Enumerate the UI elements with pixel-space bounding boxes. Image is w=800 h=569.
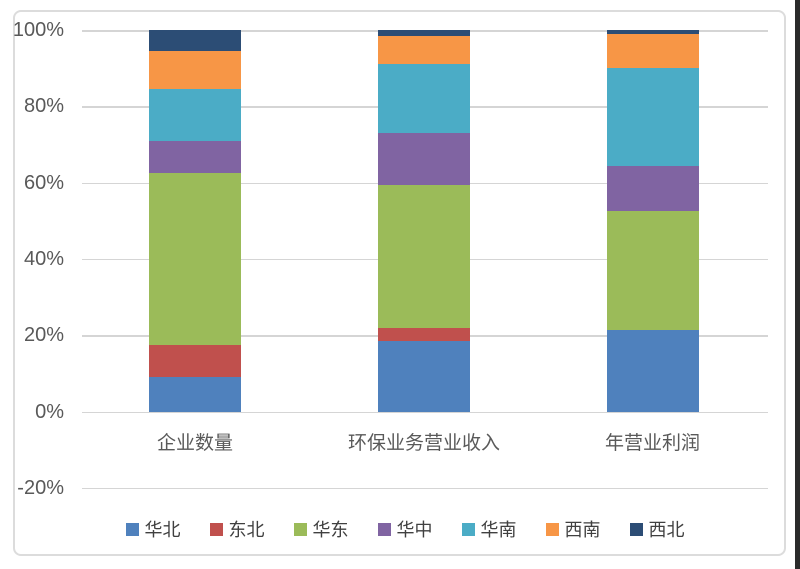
y-tick-label--20%: -20% (17, 476, 64, 499)
bar-segment-年营业利润-西北 (606, 30, 699, 34)
legend-label-西南: 西南 (564, 520, 601, 540)
legend-swatch-西北 (629, 522, 643, 536)
legend-label-华南: 华南 (480, 520, 517, 540)
legend: 华北 东北 华东 华中 华南 西南 西北 (60, 516, 750, 542)
y-tick-label-100%: 100% (12, 19, 64, 41)
bar-segment-年营业利润-华北 (606, 329, 699, 412)
bar-segment-企业数量-华中 (149, 140, 241, 174)
gridline-0% (82, 411, 768, 414)
bar-segment-环保业务营业收入-华东 (378, 184, 470, 328)
bar-segment-企业数量-西北 (149, 30, 241, 52)
legend-swatch-西南 (545, 522, 559, 536)
legend-item-华东: 华东 (293, 516, 349, 542)
legend-label-华东: 华东 (312, 520, 349, 540)
y-tick-label-0%: 0% (35, 400, 64, 423)
bar-segment-环保业务营业收入-华中 (378, 133, 470, 185)
legend-label-东北: 东北 (228, 520, 265, 540)
bar-segment-企业数量-华南 (149, 89, 241, 141)
bar-segment-环保业务营业收入-东北 (378, 327, 470, 342)
legend-item-华北: 华北 (125, 516, 181, 542)
y-tick-label-40%: 40% (23, 247, 64, 270)
bar-segment-年营业利润-华东 (606, 211, 699, 330)
bar-segment-环保业务营业收入-华南 (378, 64, 470, 134)
bar-segment-企业数量-东北 (149, 344, 241, 378)
legend-item-华南: 华南 (461, 516, 517, 542)
legend-item-西北: 西北 (629, 516, 685, 542)
bar-segment-环保业务营业收入-西北 (378, 30, 470, 36)
bar-segment-环保业务营业收入-华北 (378, 341, 470, 412)
bar-segment-环保业务营业收入-西南 (378, 35, 470, 65)
legend-label-华北: 华北 (144, 520, 181, 540)
x-category-label-企业数量: 企业数量 (156, 432, 233, 454)
legend-label-西北: 西北 (648, 520, 685, 540)
stacked-bar-年营业利润 (606, 30, 699, 412)
legend-label-华中: 华中 (396, 520, 433, 540)
y-tick-label-80%: 80% (23, 95, 64, 118)
legend-swatch-华南 (461, 522, 475, 536)
bar-segment-企业数量-华北 (149, 377, 241, 412)
bar-segment-年营业利润-西南 (606, 33, 699, 69)
legend-swatch-华北 (125, 522, 139, 536)
bar-segment-企业数量-华东 (149, 173, 241, 345)
stacked-bar-企业数量 (149, 30, 241, 412)
x-category-label-年营业利润: 年营业利润 (604, 432, 700, 454)
legend-item-西南: 西南 (545, 516, 601, 542)
gridline--20% (82, 487, 768, 490)
y-tick-label-60%: 60% (23, 171, 64, 194)
legend-item-东北: 东北 (209, 516, 265, 542)
stacked-bar-环保业务营业收入 (378, 30, 470, 412)
x-category-label-环保业务营业收入: 环保业务营业收入 (347, 432, 500, 454)
screenshot-right-edge (795, 0, 800, 569)
legend-swatch-华中 (377, 522, 391, 536)
bar-segment-年营业利润-华中 (606, 165, 699, 212)
bar-segment-年营业利润-华南 (606, 68, 699, 166)
legend-swatch-东北 (209, 522, 223, 536)
legend-swatch-华东 (293, 522, 307, 536)
y-tick-label-20%: 20% (23, 324, 64, 347)
bar-segment-企业数量-西南 (149, 51, 241, 90)
legend-item-华中: 华中 (377, 516, 433, 542)
